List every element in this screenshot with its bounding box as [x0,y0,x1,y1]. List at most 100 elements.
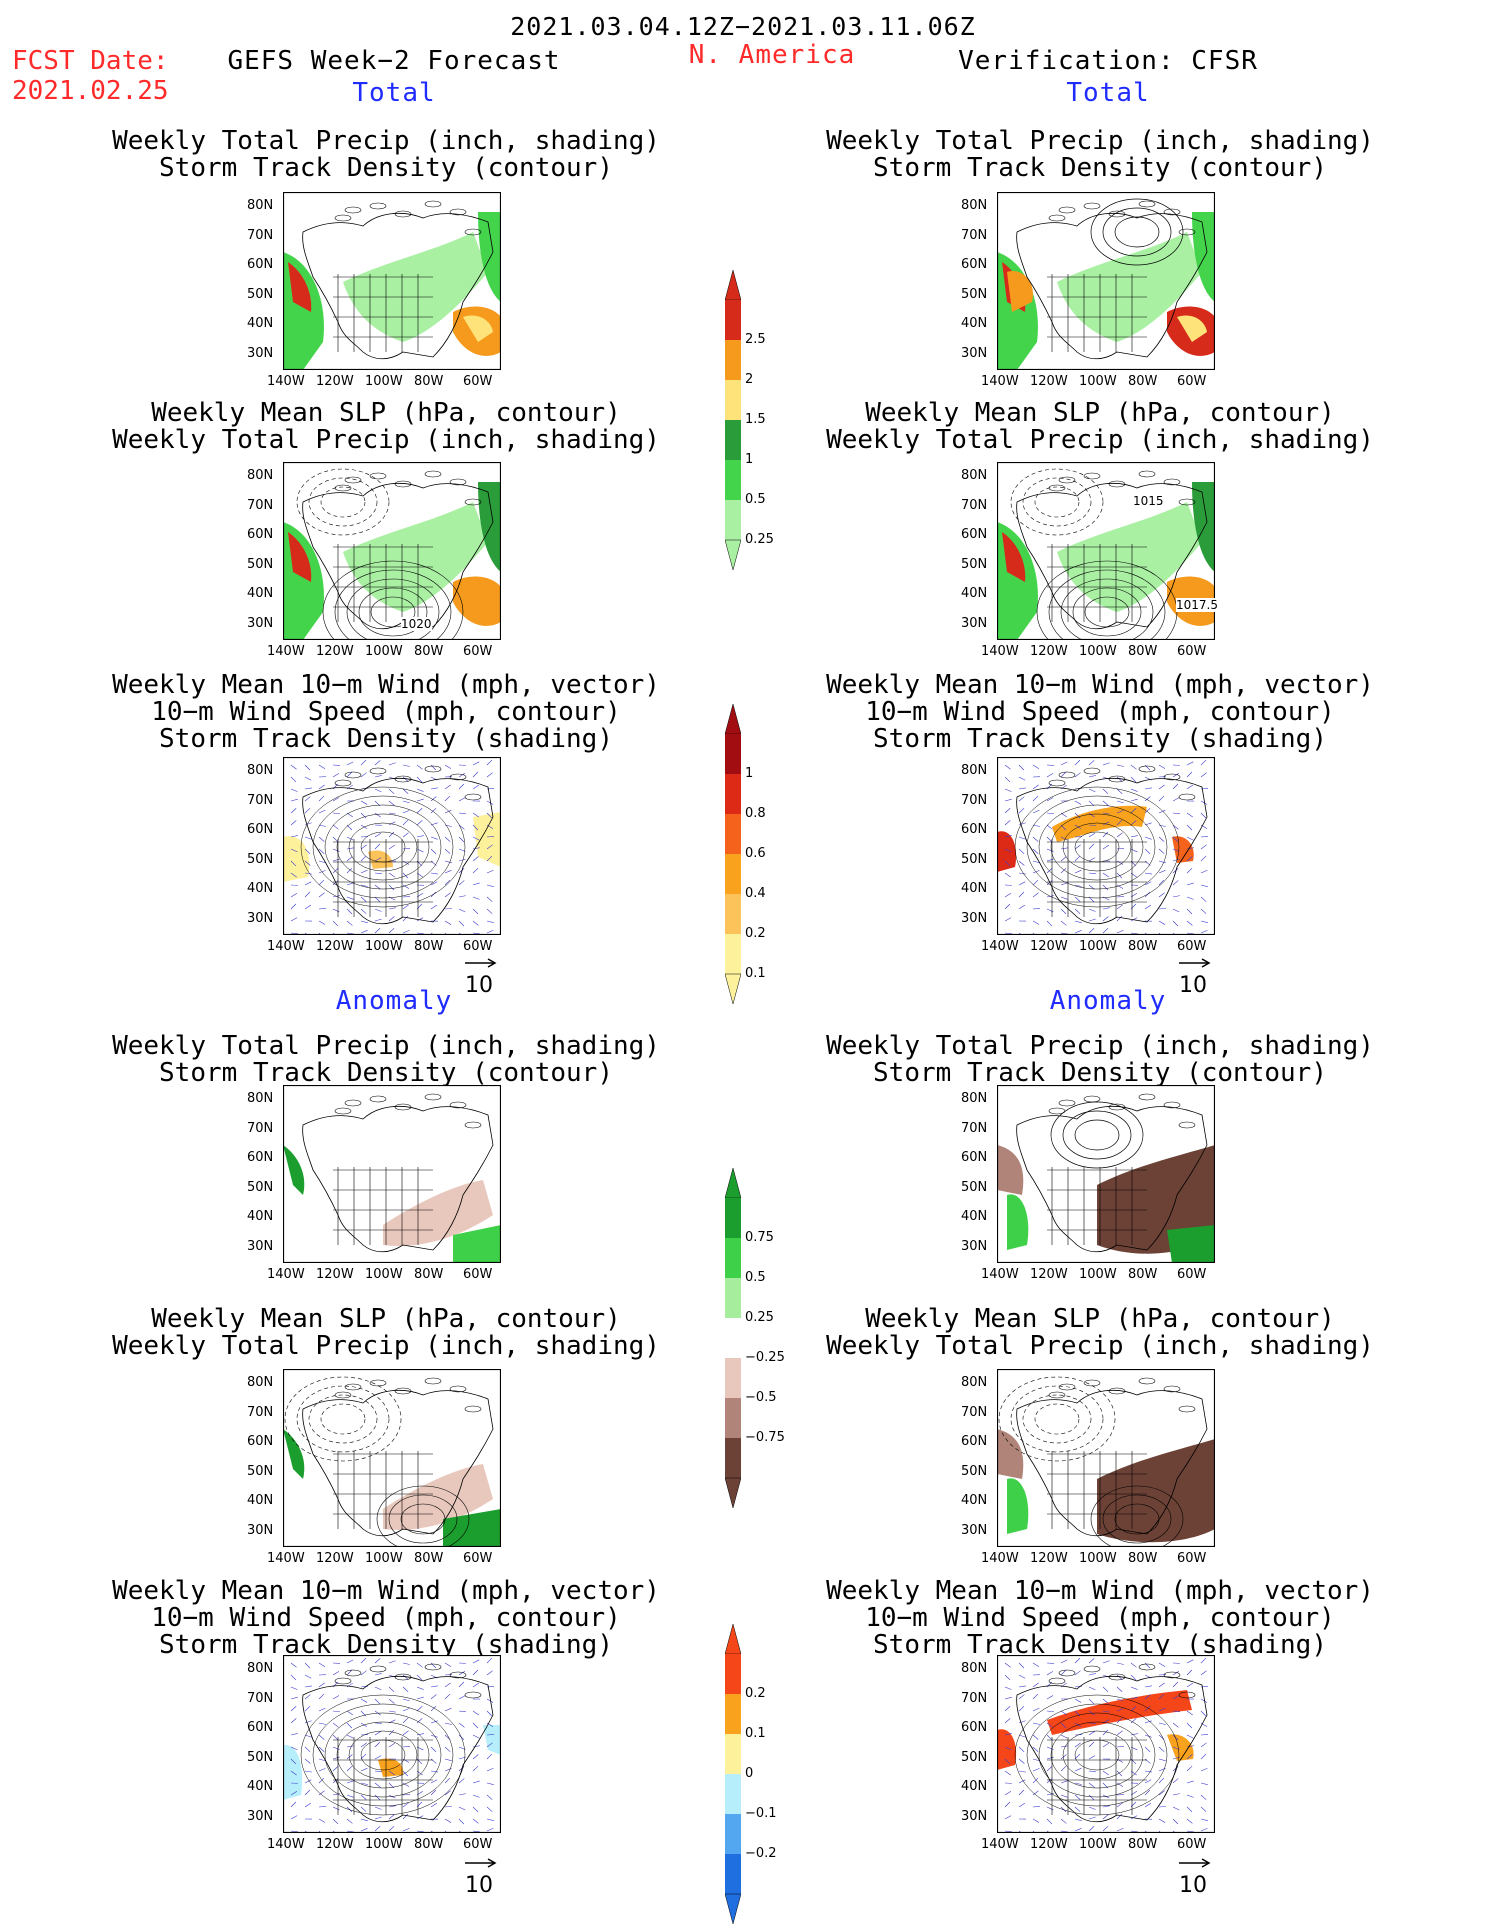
lat-tick-label: 60N [247,257,273,272]
lat-tick-label: 40N [247,881,273,896]
map-panel-fcst-total-slp [283,462,501,640]
lat-tick-label: 40N [247,1779,273,1794]
colorbar-label: −0.2 [745,1846,777,1861]
lat-tick-label: 30N [961,616,987,631]
lon-tick-label: 100W [365,939,403,954]
lon-tick-label: 60W [463,374,492,389]
map-panel-cfsr-total-wind [997,757,1215,935]
lat-tick-label: 70N [247,498,273,513]
title-fcst-total-wind-2: 10−m Wind Speed (mph, contour) [151,699,621,725]
title-fcst-total-wind-1: Weekly Mean 10−m Wind (mph, vector) [112,672,660,698]
colorbar-graphic [725,1624,741,1924]
map-cfsr-anom-precip [997,1085,1215,1263]
map-cfsr-total-slp [997,462,1215,640]
lat-tick-label: 30N [961,1523,987,1538]
lat-tick-label: 60N [247,527,273,542]
lat-tick-label: 80N [247,763,273,778]
lon-tick-label: 60W [1177,1267,1206,1282]
lat-tick-label: 30N [961,1239,987,1254]
vector-ref-arrow-icon [1178,1857,1212,1869]
lon-tick-label: 140W [267,1837,305,1852]
lat-tick-label: 40N [961,586,987,601]
title-fcst-total-slp-2: Weekly Total Precip (inch, shading) [112,427,660,453]
vector-ref-fcst-anom: 10 [465,1873,493,1898]
lat-tick-label: 80N [247,1375,273,1390]
lat-tick-label: 80N [961,1091,987,1106]
lat-tick-label: 30N [247,1809,273,1824]
map-fcst-total-wind [283,757,501,935]
map-fcst-anom-precip [283,1085,501,1263]
colorbar-label: 0.25 [745,532,774,547]
colorbar-track_total [725,704,741,1008]
title-cfsr-total-wind-1: Weekly Mean 10−m Wind (mph, vector) [826,672,1374,698]
lon-tick-label: 140W [981,644,1019,659]
lon-tick-label: 80W [414,374,443,389]
map-panel-cfsr-anom-slp [997,1369,1215,1547]
lat-tick-label: 30N [247,911,273,926]
map-panel-fcst-anom-precip [283,1085,501,1263]
colorbar-label: 0.5 [745,1270,766,1285]
section-total-left: Total [352,80,435,106]
map-panel-cfsr-anom-wind [997,1655,1215,1833]
lon-tick-label: 120W [316,374,354,389]
colorbar-label: 0.4 [745,886,766,901]
lat-tick-label: 80N [247,198,273,213]
lon-tick-label: 80W [414,1837,443,1852]
lat-tick-label: 40N [247,316,273,331]
map-panel-fcst-anom-wind [283,1655,501,1833]
lat-tick-label: 60N [247,1434,273,1449]
lat-tick-label: 40N [961,1779,987,1794]
lat-tick-label: 80N [961,198,987,213]
lon-tick-label: 100W [1079,1837,1117,1852]
lat-tick-label: 30N [247,616,273,631]
colorbar-label: 0 [745,1766,753,1781]
lon-tick-label: 140W [981,939,1019,954]
map-cfsr-anom-slp [997,1369,1215,1547]
lon-tick-label: 60W [463,644,492,659]
lat-tick-label: 50N [247,1464,273,1479]
lat-tick-label: 80N [247,1091,273,1106]
map-fcst-anom-wind [283,1655,501,1833]
colorbar-label: 0.25 [745,1310,774,1325]
lon-tick-label: 120W [1030,1837,1068,1852]
title-fcst-anom-slp-2: Weekly Total Precip (inch, shading) [112,1333,660,1359]
lat-tick-label: 70N [961,228,987,243]
title-cfsr-anom-slp-1: Weekly Mean SLP (hPa, contour) [865,1306,1335,1332]
lon-tick-label: 60W [1177,374,1206,389]
title-fcst-anom-wind-1: Weekly Mean 10−m Wind (mph, vector) [112,1578,660,1604]
lon-tick-label: 100W [1079,374,1117,389]
lat-tick-label: 60N [247,822,273,837]
slp-label-1020: 1020 [401,617,432,631]
lon-tick-label: 60W [1177,939,1206,954]
lat-tick-label: 70N [247,1405,273,1420]
title-fcst-anom-wind-2: 10−m Wind Speed (mph, contour) [151,1605,621,1631]
lon-tick-label: 100W [365,1551,403,1566]
lon-tick-label: 140W [267,1551,305,1566]
lat-tick-label: 50N [961,557,987,572]
vector-ref-arrow-icon [464,957,498,969]
colorbar-label: 0.1 [745,966,766,981]
lon-tick-label: 140W [981,1837,1019,1852]
lat-tick-label: 50N [961,852,987,867]
lon-tick-label: 120W [316,644,354,659]
lat-tick-label: 40N [247,1493,273,1508]
date-range-title: 2021.03.04.12Z−2021.03.11.06Z [510,14,976,39]
colorbar-track_anom [725,1624,741,1928]
lat-tick-label: 30N [961,346,987,361]
colorbar-label: 0.1 [745,1726,766,1741]
map-cfsr-total-precip [997,192,1215,370]
title-fcst-anom-precip-2: Storm Track Density (contour) [159,1060,613,1086]
map-fcst-total-slp [283,462,501,640]
colorbar-label: 2.5 [745,332,766,347]
lat-tick-label: 30N [247,1239,273,1254]
lat-tick-label: 30N [247,1523,273,1538]
lon-tick-label: 60W [463,1837,492,1852]
lon-tick-label: 120W [1030,1267,1068,1282]
vector-ref-label: 10 [1179,1873,1207,1898]
lon-tick-label: 60W [463,1267,492,1282]
colorbar-label: 0.75 [745,1230,774,1245]
vector-ref-arrow-icon [1178,957,1212,969]
title-cfsr-anom-wind-1: Weekly Mean 10−m Wind (mph, vector) [826,1578,1374,1604]
verification-title: Verification: CFSR [958,48,1258,74]
lat-tick-label: 50N [247,557,273,572]
